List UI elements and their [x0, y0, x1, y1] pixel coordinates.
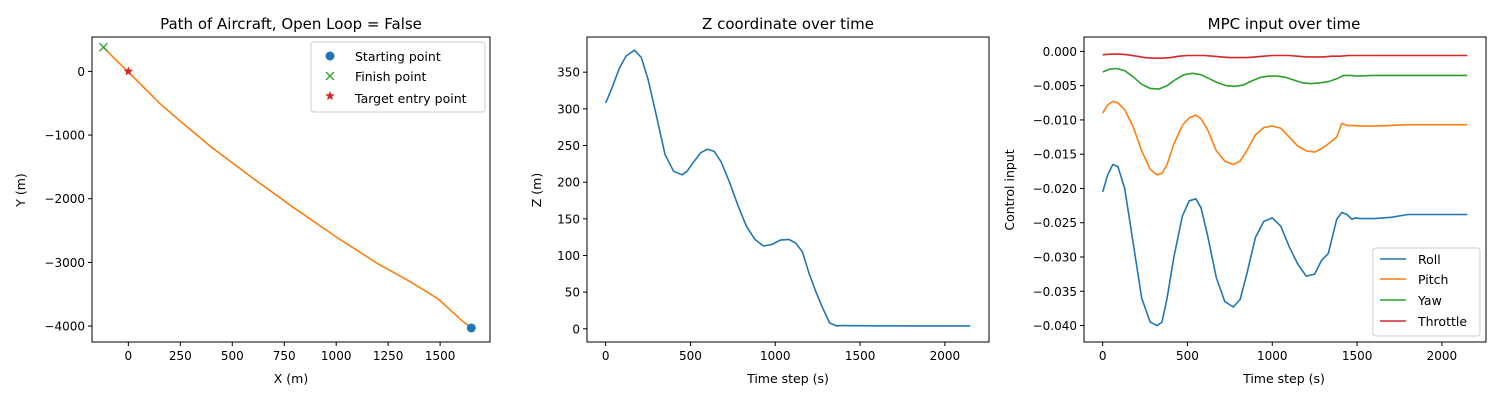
y-tick-label: 250: [557, 139, 580, 153]
legend-marker-target-entry-point: [325, 91, 335, 101]
y-tick-label: −4000: [44, 320, 85, 334]
y-tick-label: −1000: [44, 129, 85, 143]
legend-label-yaw: Yaw: [1417, 293, 1442, 308]
y-tick-label: 350: [557, 66, 580, 80]
y-tick-label: −3000: [44, 256, 85, 270]
x-tick-label: 250: [169, 349, 192, 363]
x-tick-label: 1500: [1342, 349, 1373, 363]
legend: Roll Pitch Yaw Throttle: [1372, 247, 1481, 337]
series-line-yaw: [1102, 67, 1468, 90]
y-tick-label: −0.035: [1033, 285, 1077, 299]
series-line-throttle: [1102, 53, 1468, 59]
axis-ticks: 0 500 1000 1500 2000 −0.040 −0.035 −0.030 −0.025…: [1033, 45, 1458, 363]
y-tick-label: 0: [572, 322, 580, 336]
x-tick-label: 0: [125, 349, 133, 363]
y-tick-label: −0.010: [1033, 113, 1077, 127]
legend: Starting point Finish point Target entry…: [310, 41, 486, 113]
y-tick-label: −0.030: [1033, 251, 1077, 265]
legend-entry-yaw: Yaw: [1380, 293, 1442, 308]
x-tick-label: 500: [221, 349, 244, 363]
y-tick-label: 150: [557, 212, 580, 226]
x-tick-label: 1000: [1257, 349, 1288, 363]
marker-finish-point: [98, 42, 108, 52]
y-tick-label: 0.000: [1043, 45, 1077, 59]
x-tick-label: 1000: [760, 349, 791, 363]
x-tick-label: 1500: [845, 349, 876, 363]
y-tick-label: −0.025: [1033, 216, 1077, 230]
chart-z-coordinate: Z coordinate over time Time step (s) Z (…: [529, 15, 990, 386]
chart-title: Z coordinate over time: [702, 15, 874, 33]
legend-entry-target-entry-point: Target entry point: [325, 91, 467, 106]
series-line-pitch: [1102, 100, 1468, 176]
legend-marker-starting-point: [325, 51, 335, 61]
plot-area: [604, 49, 971, 327]
y-tick-label: −2000: [44, 192, 85, 206]
legend-label-finish-point: Finish point: [355, 69, 427, 84]
chart-title: Path of Aircraft, Open Loop = False: [160, 15, 422, 33]
axes-frame: [1083, 36, 1487, 343]
marker-starting-point: [466, 323, 476, 333]
x-tick-label: 2000: [930, 349, 961, 363]
x-tick-label: 1500: [425, 349, 456, 363]
y-tick-label: −0.015: [1033, 148, 1077, 162]
legend-label-pitch: Pitch: [1418, 272, 1448, 287]
y-axis-label: Y (m): [13, 173, 28, 208]
legend-marker-finish-point: [325, 71, 335, 81]
y-axis-label: Z (m): [529, 173, 544, 207]
legend-label-target-entry-point: Target entry point: [354, 91, 467, 106]
x-tick-label: 2000: [1427, 349, 1458, 363]
legend-entry-throttle: Throttle: [1380, 314, 1467, 329]
legend-entry-starting-point: Starting point: [325, 49, 441, 64]
chart-path-of-aircraft: Path of Aircraft, Open Loop = False X (m…: [13, 15, 491, 386]
legend-entry-pitch: Pitch: [1380, 272, 1448, 287]
axis-ticks: 0 500 1000 1500 2000 0 50 100 150 200 250 300 350: [557, 66, 960, 363]
x-axis-label: Time step (s): [746, 371, 829, 386]
legend-label-throttle: Throttle: [1417, 314, 1467, 329]
x-tick-label: 750: [273, 349, 296, 363]
x-axis-label: Time step (s): [1242, 371, 1325, 386]
y-tick-label: 0: [77, 65, 85, 79]
y-tick-label: −0.005: [1033, 79, 1077, 93]
plot-area: [98, 42, 476, 333]
legend-entry-roll: Roll: [1380, 252, 1441, 267]
y-tick-label: 100: [557, 249, 580, 263]
legend-box: [310, 41, 486, 113]
axis-ticks: 0 250 500 750 1000 1250 1500 −4000 −3000 −2000 −10…: [44, 65, 455, 363]
x-tick-label: 0: [1099, 349, 1107, 363]
y-axis-label: Control input: [1002, 149, 1017, 230]
legend-entry-finish-point: Finish point: [325, 69, 427, 84]
x-tick-label: 1000: [321, 349, 352, 363]
axes-frame: [91, 36, 491, 343]
axes-frame: [586, 36, 990, 343]
legend-label-roll: Roll: [1418, 252, 1441, 267]
legend-box: [1372, 247, 1481, 337]
series-line-roll: [1101, 163, 1468, 327]
x-tick-label: 1250: [373, 349, 404, 363]
y-tick-label: 200: [557, 176, 580, 190]
x-tick-label: 500: [679, 349, 702, 363]
aircraft-path-line: [102, 46, 472, 329]
x-tick-label: 0: [602, 349, 610, 363]
x-axis-label: X (m): [274, 371, 308, 386]
y-tick-label: 300: [557, 102, 580, 116]
legend-label-starting-point: Starting point: [355, 49, 441, 64]
plot-area: [1101, 53, 1468, 327]
series-line-z: [604, 49, 971, 327]
y-tick-label: 50: [565, 286, 580, 300]
marker-target-entry-point: [123, 66, 134, 76]
x-tick-label: 500: [1176, 349, 1199, 363]
y-tick-label: −0.020: [1033, 182, 1077, 196]
chart-mpc-input: MPC input over time Time step (s) Contro…: [1002, 15, 1487, 386]
y-tick-label: −0.040: [1033, 319, 1077, 333]
chart-title: MPC input over time: [1208, 15, 1361, 33]
